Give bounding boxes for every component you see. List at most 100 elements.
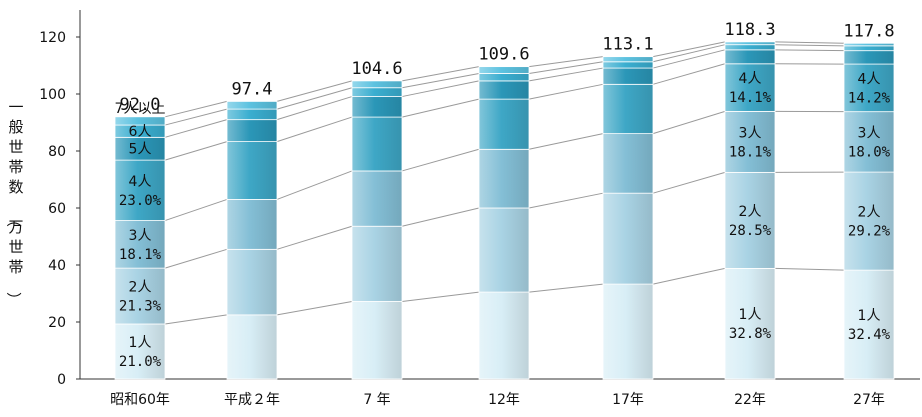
- connector-line: [277, 301, 352, 314]
- bar-segment: [725, 45, 775, 50]
- bar-segment: [479, 67, 529, 74]
- bar-segment: [603, 68, 653, 84]
- connector-line: [529, 284, 603, 292]
- connector-line: [165, 101, 227, 116]
- connector-line: [529, 193, 603, 208]
- segment-label: 2人: [129, 280, 152, 296]
- bar-segment: [725, 50, 775, 64]
- bar-total-label: 104.6: [351, 59, 402, 79]
- connector-line: [529, 84, 603, 99]
- connector-line: [775, 268, 844, 270]
- connector-line: [165, 142, 227, 161]
- segment-label: 2人: [739, 204, 762, 220]
- bar-segment: [227, 120, 277, 142]
- bar-segment: [227, 199, 277, 249]
- y-tick-label: 20: [48, 315, 66, 331]
- segment-label: 3人: [129, 228, 152, 244]
- connector-line: [277, 171, 352, 200]
- bar-segment: [844, 51, 894, 64]
- x-tick-label: 12年: [488, 392, 520, 408]
- segment-label: 4人: [129, 174, 152, 190]
- bar-segment: [844, 43, 894, 46]
- bar-segment: [603, 284, 653, 379]
- segment-label: 32.4%: [848, 327, 891, 343]
- bar-segment: [479, 81, 529, 99]
- connector-line: [653, 268, 725, 284]
- connector-line: [402, 208, 479, 226]
- bar-segment: [725, 268, 775, 379]
- bar-segment: [844, 172, 894, 270]
- segment-label: 4人: [739, 71, 762, 87]
- connector-line: [529, 68, 603, 81]
- bar-segment: [352, 171, 402, 226]
- segment-label: 21.3%: [119, 299, 162, 315]
- connector-line: [277, 117, 352, 142]
- segment-label: 1人: [129, 335, 152, 351]
- segment-label: 4人: [858, 71, 881, 87]
- segment-label: 7人以上: [115, 101, 166, 117]
- connector-line: [165, 199, 227, 220]
- y-tick-label: 40: [48, 258, 66, 274]
- bar-segment: [479, 73, 529, 80]
- connector-line: [653, 172, 725, 193]
- bar-total-label: 117.8: [843, 21, 894, 41]
- connector-line: [165, 315, 227, 324]
- y-axis-label: 一般世帯数（万世帯）: [4, 98, 23, 307]
- x-tick-label: 平成２年: [224, 392, 280, 408]
- connector-line: [529, 62, 603, 74]
- segment-label: 32.8%: [729, 326, 772, 342]
- y-tick-label: 80: [48, 144, 66, 160]
- y-tick-label: 60: [48, 201, 66, 217]
- bar-total-label: 113.1: [602, 35, 653, 55]
- bar-segment: [844, 112, 894, 172]
- connector-line: [402, 81, 479, 97]
- connector-line: [402, 73, 479, 87]
- bar-segment: [227, 101, 277, 109]
- connector-line: [653, 42, 725, 57]
- bar-segment: [603, 134, 653, 194]
- segment-label: 3人: [858, 125, 881, 141]
- bar-segment: [479, 99, 529, 149]
- connector-line: [529, 57, 603, 67]
- bar-segment: [844, 46, 894, 51]
- bar-segment: [725, 42, 775, 45]
- bar-segment: [603, 84, 653, 133]
- connector-line: [402, 99, 479, 117]
- bar-segment: [479, 292, 529, 379]
- segment-label: 28.5%: [729, 223, 772, 239]
- y-tick-label: 100: [39, 87, 66, 103]
- segment-label: 14.2%: [848, 90, 891, 106]
- segment-label: 1人: [739, 307, 762, 323]
- bar-segment: [479, 208, 529, 292]
- bar-segment: [725, 172, 775, 268]
- bar-segment: [352, 81, 402, 88]
- y-tick-label: 120: [39, 30, 66, 46]
- segment-label: 18.1%: [119, 247, 162, 263]
- bar-segment: [603, 57, 653, 62]
- connector-line: [277, 226, 352, 249]
- x-tick-label: 27年: [853, 392, 885, 408]
- connector-line: [402, 292, 479, 301]
- bar-segment: [844, 270, 894, 379]
- x-tick-label: 昭和60年: [110, 392, 170, 408]
- segment-label: 2人: [858, 205, 881, 221]
- connector-line: [165, 249, 227, 268]
- x-tick-label: 17年: [612, 392, 644, 408]
- segment-label: 3人: [739, 125, 762, 141]
- bar-segment: [603, 193, 653, 284]
- bar-segment: [115, 268, 165, 324]
- segment-label: 23.0%: [119, 193, 162, 209]
- connector-line: [529, 134, 603, 150]
- segment-label: 29.2%: [848, 224, 891, 240]
- segment-label: 5人: [129, 142, 152, 158]
- bar-segment: [352, 97, 402, 118]
- bar-segment: [115, 160, 165, 220]
- bar-segment: [227, 109, 277, 120]
- segment-label: 18.0%: [848, 144, 891, 160]
- bar-segment: [352, 117, 402, 171]
- bar-total-label: 97.4: [232, 79, 273, 99]
- bar-segment: [603, 62, 653, 68]
- bar-segment: [352, 88, 402, 97]
- segment-label: 1人: [858, 308, 881, 324]
- bar-segment: [479, 149, 529, 208]
